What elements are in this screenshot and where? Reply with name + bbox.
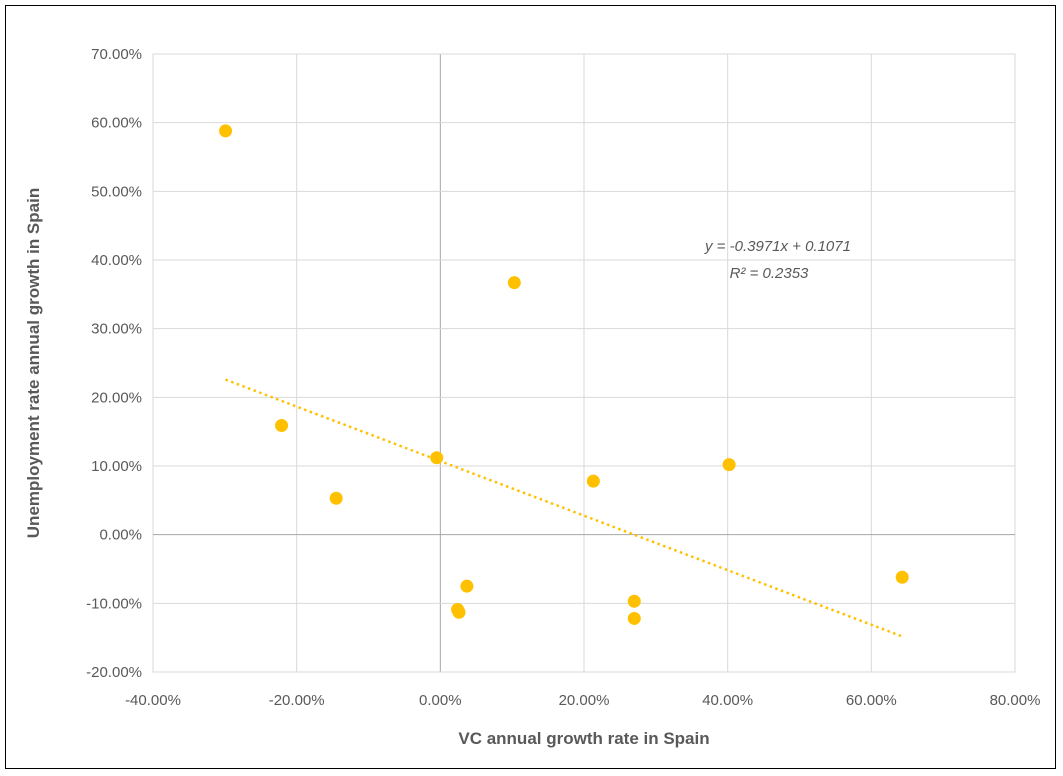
trendline-r-squared: R² = 0.2353 (730, 265, 809, 282)
data-point (452, 605, 466, 619)
data-point (586, 474, 600, 488)
data-point (627, 611, 641, 625)
y-axis-title: Unemployment rate annual growth in Spain (24, 188, 43, 538)
y-tick-label: 0.00% (99, 527, 142, 544)
x-axis-title: VC annual growth rate in Spain (458, 729, 709, 748)
data-point (329, 491, 343, 505)
x-tick-label: 80.00% (990, 692, 1041, 709)
x-tick-label: -20.00% (269, 692, 325, 709)
y-tick-label: 20.00% (91, 389, 142, 406)
gridlines (152, 53, 1016, 673)
data-point (627, 594, 641, 608)
data-point (722, 458, 736, 472)
tick-labels: -40.00% -20.00% 0.00% 20.00% 40.00% 60.00% 80.… (86, 46, 1040, 709)
x-tick-label: -40.00% (125, 692, 181, 709)
data-point (430, 451, 444, 465)
y-tick-label: 70.00% (91, 46, 142, 63)
data-point (460, 579, 474, 593)
data-point (275, 418, 289, 432)
y-tick-label: 10.00% (91, 458, 142, 475)
trendline (225, 378, 903, 638)
y-tick-label: 30.00% (91, 321, 142, 338)
y-tick-label: 50.00% (91, 183, 142, 200)
x-tick-label: 0.00% (419, 692, 462, 709)
trendline-equation: y = -0.3971x + 0.1071 (704, 238, 851, 255)
data-point (219, 124, 233, 138)
x-tick-label: 20.00% (559, 692, 610, 709)
y-tick-label: -20.00% (86, 664, 142, 681)
x-tick-label: 40.00% (702, 692, 753, 709)
data-point (895, 570, 909, 584)
data-points (219, 124, 909, 625)
y-tick-label: -10.00% (86, 595, 142, 612)
y-tick-label: 40.00% (91, 252, 142, 269)
data-point (507, 276, 521, 290)
x-tick-label: 60.00% (846, 692, 897, 709)
y-tick-label: 60.00% (91, 115, 142, 132)
trendline-group (225, 378, 903, 638)
